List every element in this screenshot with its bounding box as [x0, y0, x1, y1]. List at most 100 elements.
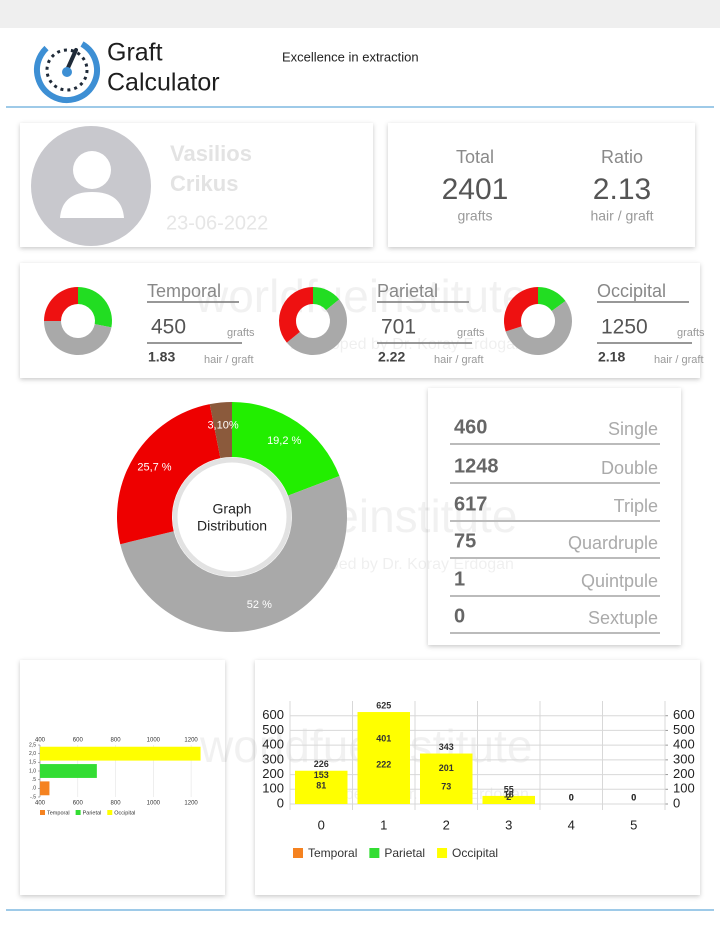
- legend-label: Occipital: [452, 846, 498, 860]
- bar: [357, 712, 410, 804]
- ratio-value: 2.13: [593, 173, 651, 206]
- value-label: 18: [504, 790, 514, 800]
- legend-label: Occipital: [114, 810, 135, 816]
- logo: [34, 37, 100, 103]
- legend-swatch: [293, 848, 303, 858]
- value-label: 0: [569, 792, 574, 802]
- bar: [40, 746, 201, 761]
- donut-title: Graph: [213, 501, 252, 517]
- value-label: 222: [376, 760, 391, 770]
- pie-slice: [44, 321, 112, 355]
- slice-label: 52 %: [247, 599, 272, 611]
- x-tick-label: 800: [111, 738, 122, 744]
- watermark-credit: Developed by Dr. Koray Erdogan: [280, 556, 514, 573]
- ratio-label: Ratio: [601, 147, 643, 167]
- pie-slice: [44, 287, 78, 321]
- region-grafts: 701: [381, 316, 416, 339]
- pie-slice: [78, 287, 113, 328]
- y2-tick-label: 100: [673, 781, 695, 796]
- count-label: Double: [601, 458, 658, 478]
- legend-swatch: [369, 848, 380, 858]
- y-tick-label: 400: [262, 737, 284, 752]
- legend-label: Temporal: [308, 846, 357, 860]
- y-tick-label: 1,5: [29, 760, 36, 766]
- value-label: 0: [569, 792, 574, 802]
- bar: [420, 753, 473, 804]
- pie-slice: [538, 287, 566, 312]
- value-label: 401: [376, 733, 391, 743]
- value-label: 0: [631, 792, 636, 802]
- value-label: 73: [441, 782, 451, 792]
- count-label: Quintpule: [581, 571, 658, 591]
- region-ratio-unit: hair / graft: [434, 354, 484, 366]
- cards: [20, 123, 700, 895]
- legend-swatch: [75, 810, 81, 815]
- x-tick-label: 400: [35, 801, 46, 807]
- pie-slice: [313, 287, 340, 311]
- pie-slice: [286, 299, 347, 355]
- bar: [40, 764, 97, 778]
- x-tick-label: 1000: [147, 801, 161, 807]
- value-label: 153: [314, 770, 329, 780]
- value-label: 201: [439, 763, 454, 773]
- region-name: Temporal: [147, 281, 221, 301]
- legend-swatch: [107, 810, 113, 815]
- pie-slice: [209, 402, 232, 459]
- x-tick-label: 5: [630, 817, 637, 832]
- region-grafts: 450: [151, 316, 186, 339]
- x-tick-label: 600: [73, 801, 84, 807]
- status-bar: [0, 0, 720, 28]
- legend-label: Temporal: [47, 810, 70, 816]
- y-tick-label: 0: [277, 795, 284, 810]
- pie-slice: [232, 402, 340, 496]
- y-tick-label: 1,0: [29, 768, 36, 774]
- total-value: 2401: [442, 173, 509, 206]
- x-tick-label: 800: [111, 801, 122, 807]
- value-label: 81: [316, 780, 326, 790]
- pie-slice: [504, 287, 538, 332]
- x-tick-label: 0: [318, 817, 325, 832]
- watermark-credit: Developed by Dr. Koray Erdogan: [290, 336, 524, 353]
- y2-tick-label: 200: [673, 766, 695, 781]
- x-tick-label: 2: [443, 817, 450, 832]
- donut-hole-ring: [172, 457, 292, 577]
- y-tick-label: 2,0: [29, 751, 36, 757]
- slice-label: 25,7 %: [137, 461, 171, 473]
- x-tick-label: 1200: [184, 738, 198, 744]
- region-grafts-unit: grafts: [457, 327, 485, 339]
- region-ratio: 2.22: [378, 349, 405, 365]
- patient-date: 23-06-2022: [166, 212, 268, 234]
- y2-tick-label: 600: [673, 707, 695, 722]
- y-tick-label: 300: [262, 751, 284, 766]
- region-ratio: 1.83: [148, 349, 175, 365]
- watermark: worldfueinstitute: [194, 270, 527, 322]
- x-tick-label: 4: [568, 817, 575, 832]
- x-tick-label: 1: [380, 817, 387, 832]
- pie-slice: [120, 476, 348, 633]
- count-label: Triple: [614, 496, 658, 516]
- slice-label: 3,10%: [207, 419, 238, 431]
- bar: [295, 770, 348, 804]
- region-ratio: 2.18: [598, 349, 625, 365]
- x-tick-label: 1000: [147, 738, 161, 744]
- value-label: 625: [376, 700, 391, 710]
- region-ratio-unit: hair / graft: [654, 354, 704, 366]
- region-name: Occipital: [597, 281, 666, 301]
- legend-label: Parietal: [83, 810, 102, 816]
- y2-tick-label: 300: [673, 751, 695, 766]
- donut-title: Distribution: [197, 518, 267, 534]
- slice-label: 19,2 %: [267, 435, 301, 447]
- y-tick-label: 500: [262, 722, 284, 737]
- count-value: 1248: [454, 455, 499, 477]
- bar: [40, 781, 50, 796]
- count-value: 460: [454, 416, 487, 438]
- legend-swatch: [437, 848, 448, 858]
- pie-slice: [117, 404, 221, 545]
- count-value: 0: [454, 605, 465, 627]
- region-grafts-unit: grafts: [677, 327, 705, 339]
- region-ratio-unit: hair / graft: [204, 354, 254, 366]
- y-tick-label: .5: [32, 777, 36, 783]
- y-tick-label: 100: [262, 781, 284, 796]
- value-label: 2: [506, 792, 511, 802]
